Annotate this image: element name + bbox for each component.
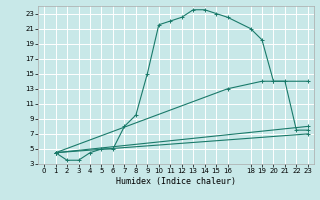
X-axis label: Humidex (Indice chaleur): Humidex (Indice chaleur) xyxy=(116,177,236,186)
